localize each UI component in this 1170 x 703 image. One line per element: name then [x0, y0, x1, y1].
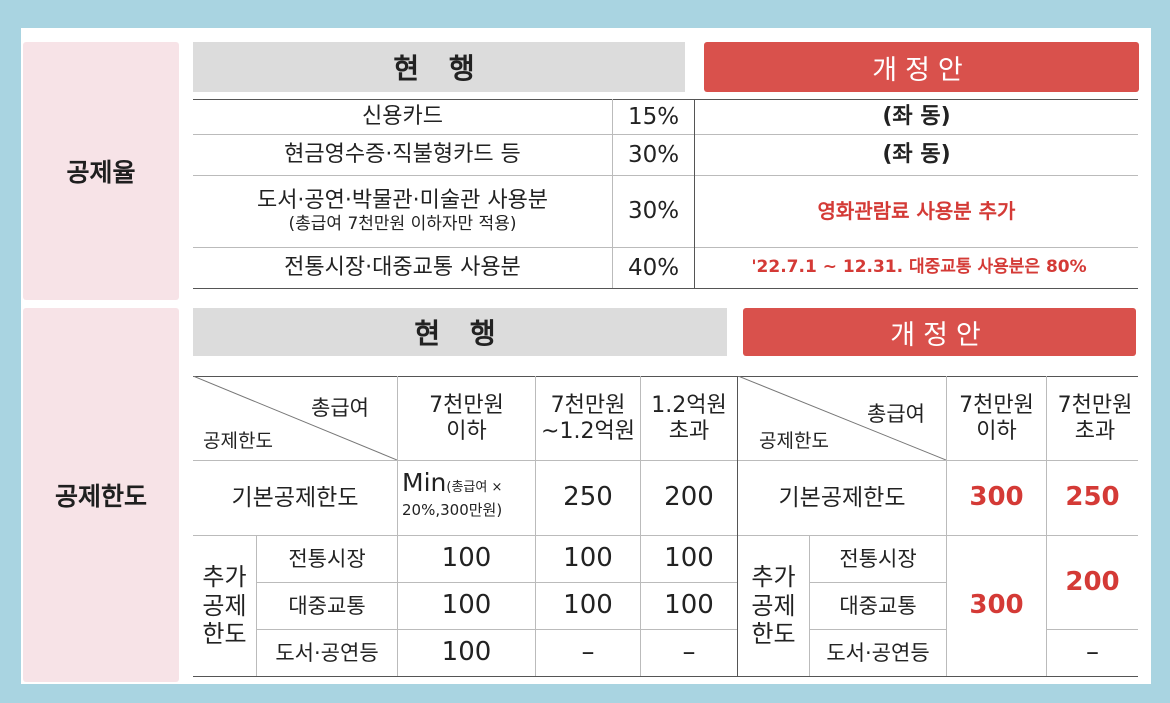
rate-item: 도서·공연·박물관·미술관 사용분 — [256, 188, 549, 214]
additional-value: – — [581, 637, 595, 668]
rate-revised: (좌 동) — [882, 104, 951, 130]
basic-limit-label: 기본공제한도 — [778, 484, 906, 511]
divider — [193, 460, 1138, 461]
corner-top-label: 총급여 — [311, 396, 369, 420]
additional-revised-merged: 200 — [1065, 566, 1120, 597]
additional-revised-value: – — [1086, 637, 1099, 668]
min-label: Min — [402, 468, 447, 497]
divider — [193, 535, 1138, 536]
rate-value: 15% — [627, 103, 680, 130]
additional-item: 전통시장 — [839, 546, 917, 571]
limit-current-header: 현 행 — [193, 308, 727, 356]
basic-value: 200 — [664, 482, 714, 513]
rate-bottom-line — [193, 288, 1138, 289]
additional-value: 100 — [441, 590, 492, 621]
divider — [1046, 376, 1047, 676]
section-label-limit: 공제한도 — [23, 308, 179, 682]
additional-item: 도서·공연등 — [826, 640, 930, 665]
rate-item: 현금영수증·직불형카드 등 — [284, 142, 521, 168]
rate-revised-header: 개정안 — [704, 42, 1139, 92]
rate-item: 신용카드 — [362, 104, 443, 130]
divider — [737, 376, 738, 676]
rate-item-note: (총급여 7천만원 이하자만 적용) — [288, 214, 517, 235]
divider — [256, 535, 257, 676]
additional-value: 100 — [664, 590, 714, 621]
content-panel: 공제율 현 행 개정안 신용카드 15% (좌 동) 현금영수증·직불형카드 등… — [21, 28, 1151, 684]
rate-value: 30% — [627, 198, 680, 225]
additional-item: 대중교통 — [288, 593, 366, 618]
limit-bottom-line — [193, 676, 1138, 677]
additional-value: 100 — [563, 543, 613, 574]
corner-diagonal — [738, 376, 946, 460]
corner-diagonal — [193, 376, 397, 460]
divider — [193, 247, 1138, 248]
limit-top-line — [193, 376, 1138, 377]
divider — [640, 376, 641, 676]
divider — [256, 582, 737, 583]
additional-item: 전통시장 — [288, 546, 366, 571]
col-header: 7천만원 이하 — [959, 393, 1034, 444]
basic-revised-value: 300 — [969, 482, 1024, 513]
divider — [193, 175, 1138, 176]
divider — [193, 134, 1138, 135]
basic-value: 250 — [563, 482, 613, 513]
min-note: (총급여 × — [446, 480, 503, 495]
additional-revised-merged: 300 — [969, 590, 1024, 621]
rate-revised: '22.7.1 ~ 12.31. 대중교통 사용분은 80% — [751, 257, 1087, 278]
col-header: 1.2억원 초과 — [651, 393, 727, 444]
divider — [694, 99, 695, 288]
additional-limit-label: 추가 공제 한도 — [751, 562, 796, 649]
additional-value: 100 — [441, 543, 492, 574]
corner-top-label: 총급여 — [867, 402, 925, 426]
additional-value: 100 — [441, 637, 492, 668]
col-header: 7천만원 ~1.2억원 — [541, 393, 635, 444]
corner-bottom-label: 공제한도 — [759, 430, 829, 452]
divider — [946, 376, 947, 676]
additional-value: 100 — [563, 590, 613, 621]
additional-item: 대중교통 — [839, 593, 917, 618]
divider — [809, 535, 810, 676]
rate-value: 40% — [627, 254, 680, 281]
divider — [256, 629, 737, 630]
divider — [535, 376, 536, 676]
divider — [1046, 629, 1138, 630]
divider — [397, 376, 398, 676]
col-header: 7천만원 초과 — [1057, 393, 1133, 444]
rate-revised: (좌 동) — [882, 142, 951, 168]
rate-item: 전통시장·대중교통 사용분 — [284, 255, 521, 281]
additional-value: 100 — [664, 543, 714, 574]
rate-item-cell: 도서·공연·박물관·미술관 사용분 (총급여 7천만원 이하자만 적용) — [193, 176, 612, 247]
additional-limit-label: 추가 공제 한도 — [202, 562, 247, 649]
basic-min-cell: Min(총급여 × 20%,300만원) — [402, 468, 535, 530]
basic-revised-value: 250 — [1065, 482, 1120, 513]
additional-value: – — [682, 637, 696, 668]
divider — [809, 582, 946, 583]
additional-item: 도서·공연등 — [275, 640, 379, 665]
divider — [809, 629, 946, 630]
rate-value: 30% — [627, 141, 680, 168]
basic-limit-label: 기본공제한도 — [231, 484, 359, 511]
rate-revised: 영화관람료 사용분 추가 — [817, 199, 1016, 223]
min-note-2: 20%,300만원) — [402, 501, 503, 519]
rate-current-header: 현 행 — [193, 42, 685, 92]
divider — [612, 99, 613, 288]
rate-top-line — [193, 99, 1138, 100]
col-header: 7천만원 이하 — [429, 393, 504, 444]
corner-bottom-label: 공제한도 — [203, 430, 273, 452]
limit-revised-header: 개정안 — [743, 308, 1136, 356]
section-label-rate: 공제율 — [23, 42, 179, 300]
